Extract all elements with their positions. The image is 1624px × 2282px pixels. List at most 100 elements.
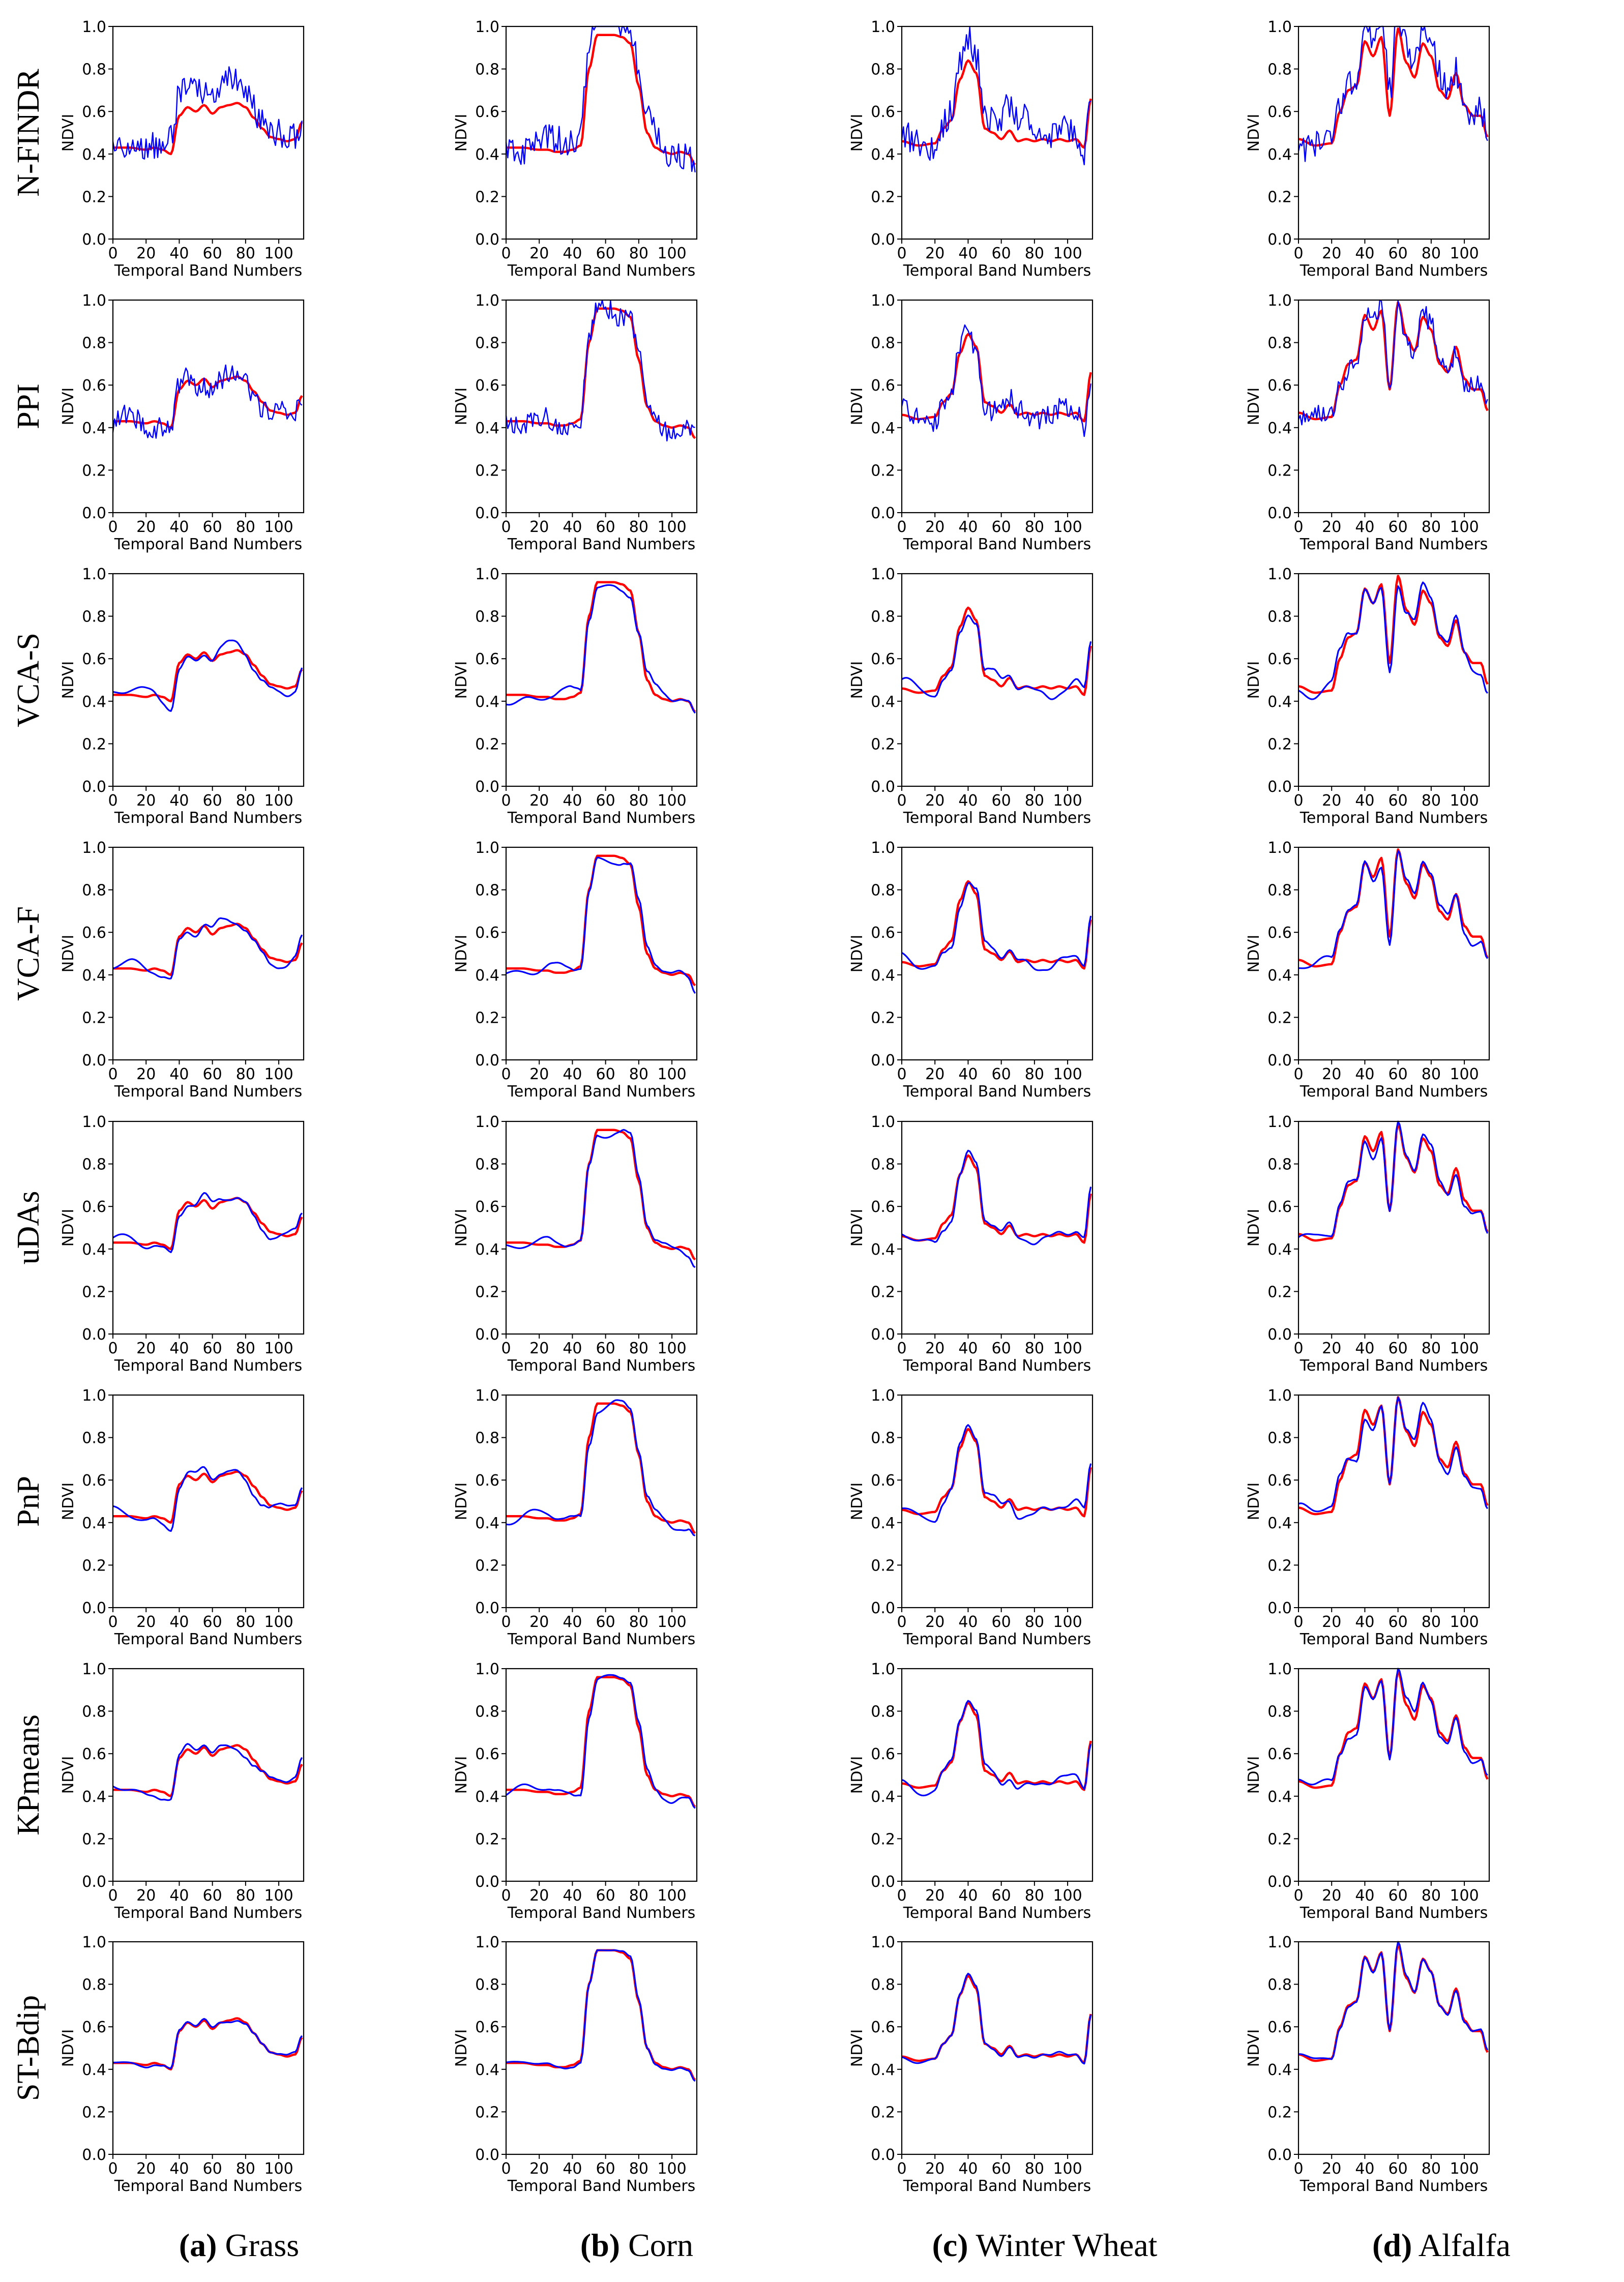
y-tick-label: 0.6 — [475, 1472, 499, 1490]
x-tick-label: 0 — [108, 245, 117, 262]
x-tick-label: 60 — [203, 1340, 222, 1357]
y-tick-label: 0.2 — [475, 2103, 499, 2121]
x-tick-label: 0 — [1293, 1613, 1303, 1631]
y-tick-label: 0.8 — [1267, 1976, 1292, 1994]
x-tick-label: 40 — [563, 1065, 582, 1083]
x-tick-label: 60 — [1389, 518, 1408, 536]
y-tick-label: 0.4 — [82, 693, 106, 711]
y-tick-label: 0.2 — [82, 462, 106, 480]
x-tick-label: 80 — [629, 1887, 648, 1905]
y-tick-label: 0.2 — [82, 1283, 106, 1301]
x-tick-label: 80 — [629, 1065, 648, 1083]
x-tick-label: 0 — [108, 1887, 117, 1905]
x-tick-label: 20 — [136, 2160, 156, 2178]
panel-kpmeans-grass: 0 20 40 60 80 100 0.0 0.2 0.4 0.6 0.8 1.0 Temporal B… — [60, 1661, 305, 1922]
x-tick-label: 40 — [563, 1340, 582, 1357]
x-tick-label: 100 — [657, 792, 686, 810]
x-axis-label: Temporal Band Numbers — [903, 1631, 1091, 1648]
y-tick-label: 0.4 — [475, 1241, 499, 1259]
panel-vca-s-corn: 0 20 40 60 80 100 0.0 0.2 0.4 0.6 0.8 1.0 Temporal B… — [453, 566, 698, 827]
plot-frame — [1297, 1941, 1490, 2155]
y-tick-label: 0.6 — [1267, 103, 1292, 121]
x-tick-label: 20 — [925, 245, 944, 262]
y-tick-label: 0.2 — [82, 1009, 106, 1027]
y-tick-label: 0.8 — [82, 882, 106, 900]
plot-frame — [112, 1668, 305, 1882]
y-tick-label: 0.6 — [82, 377, 106, 395]
x-tick-label: 60 — [596, 792, 615, 810]
y-tick-label: 0.6 — [1267, 924, 1292, 942]
x-tick-label: 60 — [596, 518, 615, 536]
x-tick-label: 40 — [958, 2160, 978, 2178]
x-tick-label: 80 — [236, 792, 255, 810]
y-axis-label: NDVI — [848, 1209, 866, 1247]
y-axis-label: NDVI — [848, 388, 866, 425]
x-tick-label: 60 — [992, 792, 1011, 810]
x-tick-label: 80 — [629, 245, 648, 262]
y-axis-label: NDVI — [848, 661, 866, 699]
y-tick-label: 0.2 — [1267, 462, 1292, 480]
x-axis-label: Temporal Band Numbers — [114, 1631, 303, 1648]
x-tick-label: 80 — [1422, 1065, 1441, 1083]
x-tick-label: 40 — [169, 1065, 189, 1083]
x-axis-label: Temporal Band Numbers — [507, 1083, 696, 1101]
y-tick-label: 0.2 — [475, 1009, 499, 1027]
panel-ppi-corn: 0 20 40 60 80 100 0.0 0.2 0.4 0.6 0.8 1.0 Temporal B… — [453, 292, 698, 553]
y-tick-label: 0.2 — [475, 1557, 499, 1575]
series-line-estimate — [1298, 1941, 1489, 2060]
x-tick-label: 100 — [1450, 1613, 1479, 1631]
plot-frame — [901, 1120, 1094, 1335]
x-tick-label: 0 — [1293, 1887, 1303, 1905]
y-tick-label: 0.8 — [475, 882, 499, 900]
x-tick-label: 100 — [264, 1613, 293, 1631]
x-tick-label: 20 — [925, 792, 944, 810]
row-label-vca-f: VCA-F — [11, 906, 46, 1001]
panel-pnp-grass: 0 20 40 60 80 100 0.0 0.2 0.4 0.6 0.8 1.0 Temporal B… — [60, 1387, 305, 1648]
y-tick-label: 1.0 — [82, 839, 106, 857]
y-tick-label: 1.0 — [82, 18, 106, 36]
x-tick-label: 20 — [1322, 1065, 1341, 1083]
y-tick-label: 0.6 — [1267, 1198, 1292, 1216]
series-line-reference — [901, 880, 1092, 970]
y-tick-label: 0.6 — [475, 103, 499, 121]
y-tick-label: 0.0 — [1267, 1873, 1292, 1891]
y-tick-label: 0.8 — [871, 1703, 895, 1721]
x-tick-label: 40 — [563, 245, 582, 262]
x-tick-label: 0 — [1293, 518, 1303, 536]
panel-vca-s-alfalfa: 0 20 40 60 80 100 0.0 0.2 0.4 0.6 0.8 1.0 Temporal B… — [1245, 566, 1490, 827]
x-tick-label: 100 — [1053, 2160, 1082, 2178]
x-tick-label: 60 — [596, 1887, 615, 1905]
caption-letter: (c) — [932, 2227, 968, 2263]
x-axis-label: Temporal Band Numbers — [114, 1904, 303, 1922]
y-axis-label: NDVI — [1245, 2029, 1263, 2067]
series-line-estimate — [901, 324, 1091, 437]
x-tick-label: 100 — [657, 2160, 686, 2178]
plot-frame — [112, 1120, 305, 1335]
series-line-reference — [506, 307, 696, 439]
x-tick-label: 100 — [657, 1340, 686, 1357]
x-tick-label: 100 — [264, 792, 293, 810]
x-tick-label: 80 — [236, 1340, 255, 1357]
x-tick-label: 40 — [958, 1887, 978, 1905]
y-tick-label: 0.6 — [871, 1472, 895, 1490]
y-axis-label: NDVI — [848, 935, 866, 972]
y-tick-label: 0.8 — [82, 1976, 106, 1994]
y-tick-label: 0.2 — [871, 188, 895, 206]
y-tick-label: 0.4 — [871, 1788, 895, 1806]
x-axis-label: Temporal Band Numbers — [114, 1083, 303, 1101]
y-tick-label: 0.6 — [871, 650, 895, 668]
series-line-estimate — [506, 1674, 696, 1809]
x-tick-label: 100 — [1053, 1887, 1082, 1905]
x-tick-label: 60 — [1389, 1340, 1408, 1357]
series-line-estimate — [1298, 1397, 1489, 1513]
y-tick-label: 0.0 — [1267, 231, 1292, 249]
x-tick-label: 80 — [629, 518, 648, 536]
series-line-reference — [113, 1197, 303, 1251]
y-axis-label: NDVI — [453, 1756, 470, 1794]
x-tick-label: 60 — [992, 1887, 1011, 1905]
y-axis-label: NDVI — [60, 1209, 77, 1247]
y-tick-label: 1.0 — [475, 18, 499, 36]
y-tick-label: 0.4 — [82, 420, 106, 437]
y-tick-label: 0.8 — [475, 608, 499, 626]
series-line-reference — [901, 1428, 1092, 1518]
